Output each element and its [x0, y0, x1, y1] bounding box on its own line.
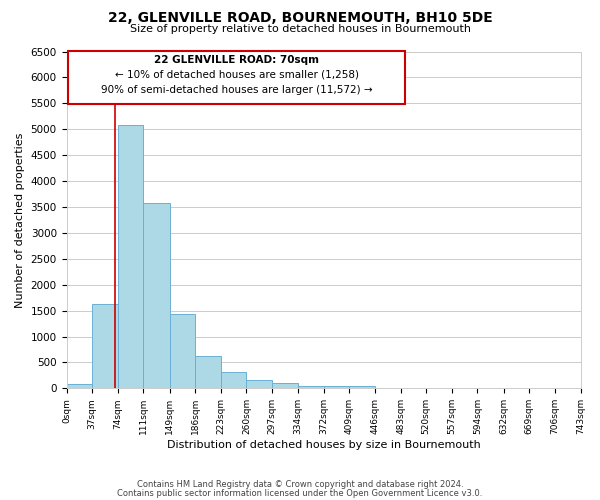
Text: Contains public sector information licensed under the Open Government Licence v3: Contains public sector information licen…: [118, 489, 482, 498]
Bar: [68, 52, 406, 104]
Text: 22, GLENVILLE ROAD, BOURNEMOUTH, BH10 5DE: 22, GLENVILLE ROAD, BOURNEMOUTH, BH10 5D…: [107, 11, 493, 25]
Bar: [221, 372, 247, 388]
Bar: [92, 304, 118, 388]
Bar: [143, 203, 170, 388]
Bar: [118, 125, 143, 388]
Text: Size of property relative to detached houses in Bournemouth: Size of property relative to detached ho…: [130, 24, 470, 34]
Bar: [170, 314, 195, 388]
X-axis label: Distribution of detached houses by size in Bournemouth: Distribution of detached houses by size …: [167, 440, 481, 450]
Y-axis label: Number of detached properties: Number of detached properties: [15, 132, 25, 308]
Bar: [195, 356, 221, 388]
Text: 22 GLENVILLE ROAD: 70sqm: 22 GLENVILLE ROAD: 70sqm: [154, 55, 319, 65]
Bar: [298, 386, 324, 388]
Text: ← 10% of detached houses are smaller (1,258): ← 10% of detached houses are smaller (1,…: [115, 70, 359, 80]
Bar: [349, 386, 375, 388]
Bar: [67, 384, 92, 388]
Bar: [272, 383, 298, 388]
Bar: [247, 380, 272, 388]
Text: Contains HM Land Registry data © Crown copyright and database right 2024.: Contains HM Land Registry data © Crown c…: [137, 480, 463, 489]
Text: 90% of semi-detached houses are larger (11,572) →: 90% of semi-detached houses are larger (…: [101, 86, 373, 96]
Bar: [324, 386, 349, 388]
